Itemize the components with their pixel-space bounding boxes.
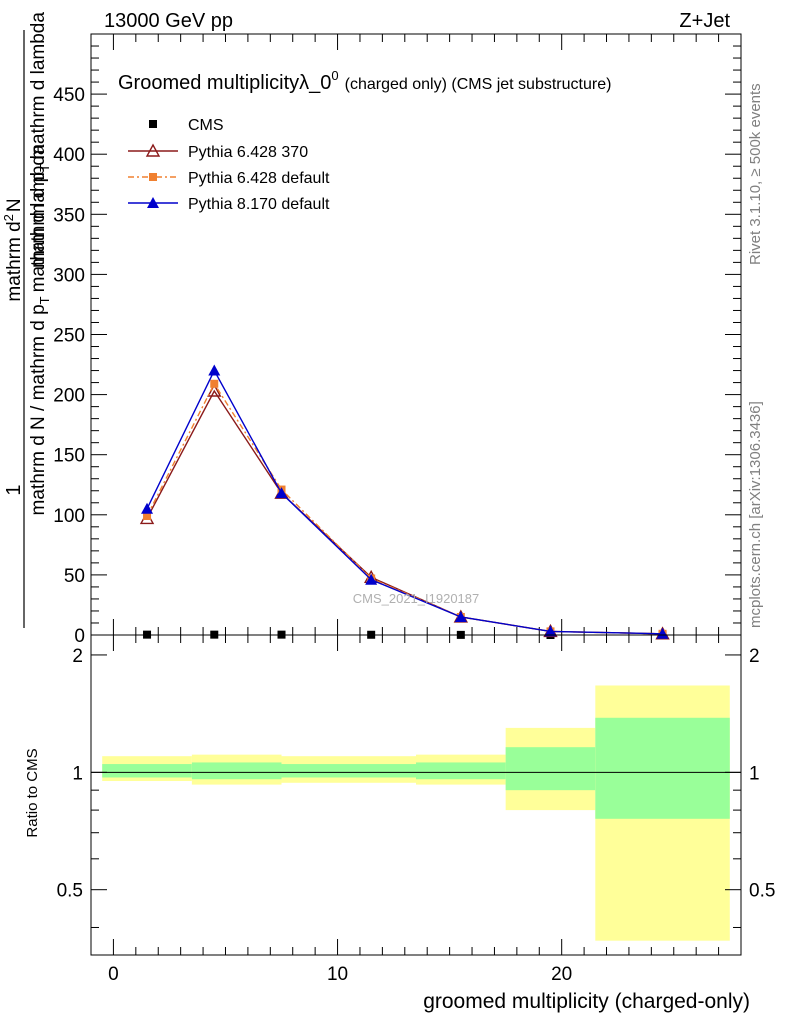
- data-point: [208, 364, 221, 376]
- ratio-panel: 0 10 20 0.5 0.5 1 1 2 2: [57, 634, 775, 985]
- legend-marker: [149, 120, 157, 128]
- ylabel-numerator-den: mathrm d pTmathrm d lambda: [28, 12, 52, 268]
- data-point: [143, 512, 152, 521]
- y-tick-label: 0: [74, 626, 85, 647]
- x-axis-label: groomed multiplicity (charged-only): [423, 990, 750, 1013]
- y-tick-label: 350: [53, 205, 85, 226]
- y-tick-label: 400: [53, 145, 85, 166]
- legend-label: Pythia 8.170 default: [188, 196, 330, 213]
- ratio-frame: [90, 634, 742, 956]
- ylabel-numerator: mathrm d2N: [1, 198, 25, 301]
- header-right: Z+Jet: [679, 10, 730, 32]
- y-tick-label: 450: [53, 85, 85, 106]
- ratio-band-green: [191, 762, 282, 780]
- legend-item: Pythia 6.428 370: [128, 143, 308, 161]
- x-tick-label: 20: [551, 964, 572, 985]
- data-point: [544, 625, 557, 637]
- x-tick-label: 0: [108, 964, 119, 985]
- ratio-band-green: [595, 717, 730, 819]
- data-point: [141, 502, 154, 514]
- y-tick-label: 250: [53, 326, 85, 347]
- legend-item: Pythia 6.428 default: [128, 170, 330, 187]
- ratio-band-green: [281, 764, 416, 778]
- data-point: [656, 627, 669, 639]
- ratio-y-tick-label: 0.5: [57, 881, 83, 902]
- legend-label: Pythia 6.428 370: [188, 144, 308, 161]
- ylabel-one: 1: [3, 484, 25, 495]
- legend-marker: [145, 143, 161, 157]
- data-point: [210, 379, 219, 388]
- ratio-band-green: [416, 762, 506, 780]
- header-left: 13000 GeV pp: [104, 10, 233, 32]
- analysis-watermark: CMS_2021_I1920187: [353, 591, 480, 606]
- ratio-y-label: Ratio to CMS: [24, 748, 41, 837]
- legend-marker: [147, 197, 159, 208]
- ratio-y-tick-label-right: 2: [749, 646, 760, 667]
- y-tick-label: 50: [64, 566, 85, 587]
- data-point: [275, 487, 288, 499]
- legend-item: Pythia 8.170 default: [128, 196, 330, 213]
- plot-title-sup: 0: [331, 68, 338, 83]
- plot-title-main: Groomed multiplicityλ_0: [118, 72, 331, 94]
- side-label-mcplots: mcplots.cern.ch [arXiv:1306.3436]: [747, 401, 764, 628]
- x-tick-label: 10: [327, 964, 348, 985]
- y-axis-label: 1 mathrm d N / mathrm d pTmathrm d lambd…: [1, 12, 52, 628]
- ratio-y-tick-label: 1: [72, 763, 83, 784]
- plot-title: Groomed multiplicityλ_00 (charged only) (…: [118, 68, 611, 94]
- side-label-rivet: Rivet 3.1.10, ≥ 500k events: [747, 83, 764, 265]
- y-tick-label: 150: [53, 446, 85, 467]
- plot-title-suffix: (charged only) (CMS jet substructure): [345, 76, 612, 93]
- legend-item: CMS: [149, 117, 224, 134]
- data-point: [454, 610, 467, 622]
- ratio-band-green: [102, 764, 192, 778]
- legend-label: Pythia 6.428 default: [188, 170, 330, 187]
- legend-marker: [149, 173, 157, 181]
- ratio-band-green: [505, 747, 596, 791]
- legend: CMS Pythia 6.428 370 Pythia 6.428 default P…: [128, 117, 330, 213]
- ratio-y-tick-label: 2: [72, 646, 83, 667]
- series-pythia-8-170-default: [141, 364, 669, 639]
- y-tick-label: 100: [53, 506, 85, 527]
- ratio-y-tick-label-right: 1: [749, 763, 760, 784]
- ratio-y-tick-label-right: 0.5: [749, 881, 775, 902]
- y-tick-label: 200: [53, 386, 85, 407]
- y-tick-label: 300: [53, 265, 85, 286]
- ylabel-denominator: mathrm d N / mathrm d pTmathrm d lambda: [28, 144, 52, 515]
- legend-label: CMS: [188, 117, 224, 134]
- data-point: [365, 573, 378, 585]
